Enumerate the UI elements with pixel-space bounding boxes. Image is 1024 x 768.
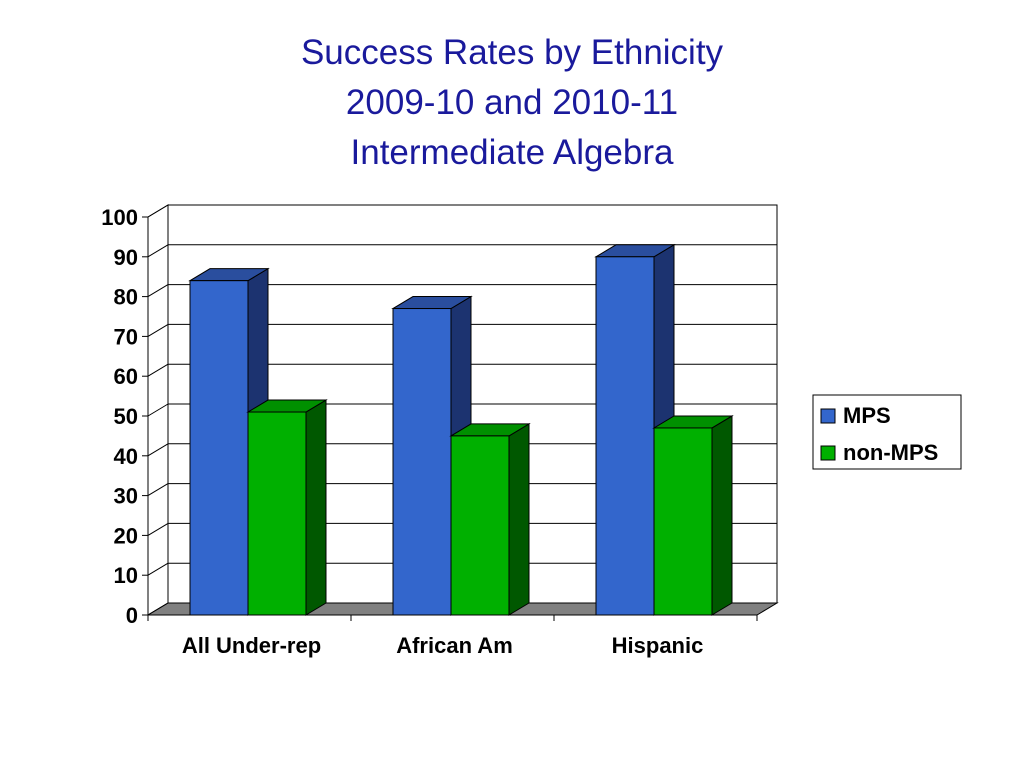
legend-box — [812, 394, 962, 470]
x-tick-label: All Under-rep — [182, 633, 321, 658]
x-axis: All Under-rep African Am Hispanic — [147, 614, 758, 658]
bar — [247, 411, 307, 616]
y-tick-label: 70 — [114, 324, 138, 349]
bar — [450, 435, 510, 616]
gridline-side — [147, 323, 169, 337]
chart-title-line-1: Success Rates by Ethnicity — [300, 33, 724, 72]
y-tick-label: 40 — [114, 444, 138, 469]
legend-label: non-MPS — [843, 440, 938, 465]
bar — [189, 280, 249, 616]
y-tick-label: 0 — [126, 603, 138, 628]
y-tick-label: 100 — [101, 205, 138, 230]
chart-title-line-2: 2009-10 and 2010-11 — [345, 83, 679, 122]
gridline-side — [147, 483, 169, 497]
gridline-side — [147, 284, 169, 298]
y-axis: 0 10 20 30 40 50 60 70 80 90 100 — [101, 205, 149, 628]
y-tick-label: 90 — [114, 245, 138, 270]
y-tick-label: 10 — [114, 563, 138, 588]
legend-swatch — [820, 408, 836, 424]
legend-label: MPS — [843, 403, 891, 428]
y-tick-label: 80 — [114, 285, 138, 310]
gridline-side — [147, 443, 169, 457]
x-tick-label: African Am — [396, 633, 513, 658]
chart-title: Success Rates by Ethnicity 2009-10 and 2… — [0, 28, 1024, 178]
gridline-side — [147, 562, 169, 576]
gridline-side — [147, 403, 169, 417]
bar — [595, 256, 655, 616]
gridline-side — [147, 244, 169, 258]
bar-side — [711, 415, 733, 616]
chart-title-line-3: Intermediate Algebra — [350, 133, 674, 172]
legend-swatch — [820, 445, 836, 461]
gridline-side — [147, 363, 169, 377]
y-tick-label: 50 — [114, 404, 138, 429]
y-tick-label: 20 — [114, 523, 138, 548]
bar-side — [305, 399, 327, 616]
gridline-side — [147, 204, 169, 218]
x-tick-label: Hispanic — [612, 633, 704, 658]
legend: MPS non-MPS — [812, 394, 962, 470]
bar — [392, 308, 452, 616]
y-tick-label: 30 — [114, 484, 138, 509]
gridline-side — [147, 522, 169, 536]
gridline-side — [147, 602, 169, 616]
y-tick-label: 60 — [114, 364, 138, 389]
bars — [188, 243, 734, 616]
bar — [653, 427, 713, 616]
bar-side — [508, 423, 530, 616]
